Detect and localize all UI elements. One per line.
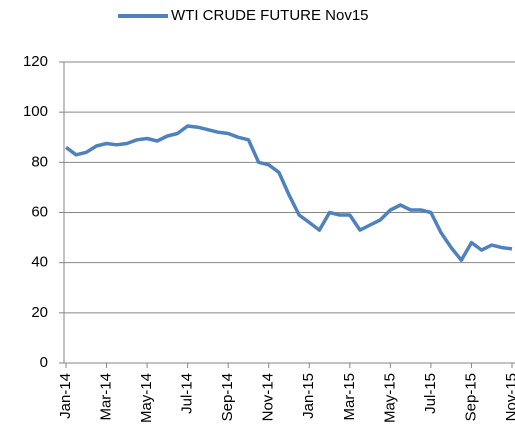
legend-label: WTI CRUDE FUTURE Nov15	[171, 7, 369, 24]
x-tick-label: Mar-15	[341, 373, 358, 421]
x-tick-label: Sep-14	[219, 373, 236, 421]
x-tick-label: Sep-15	[462, 373, 479, 421]
y-tick-label: 40	[31, 254, 48, 271]
x-tick-label: Jan-14	[57, 373, 74, 419]
x-tick-label: Mar-14	[98, 373, 115, 421]
y-tick-label: 20	[31, 304, 48, 321]
y-tick-label: 80	[31, 153, 48, 170]
x-tick-label: Jul-14	[179, 373, 196, 414]
y-tick-label: 60	[31, 203, 48, 220]
x-tick-label: May-14	[138, 373, 155, 423]
x-tick-label: Nov-15	[503, 373, 515, 421]
x-tick-label: May-15	[381, 373, 398, 423]
x-tick-label: Jul-15	[422, 373, 439, 414]
data-line	[64, 124, 513, 262]
x-tick-label: Jan-15	[300, 373, 317, 419]
y-tick-label: 0	[40, 354, 48, 371]
x-tick-label: Nov-14	[260, 373, 277, 421]
y-tick-label: 100	[23, 103, 48, 120]
y-tick-label: 120	[23, 53, 48, 70]
